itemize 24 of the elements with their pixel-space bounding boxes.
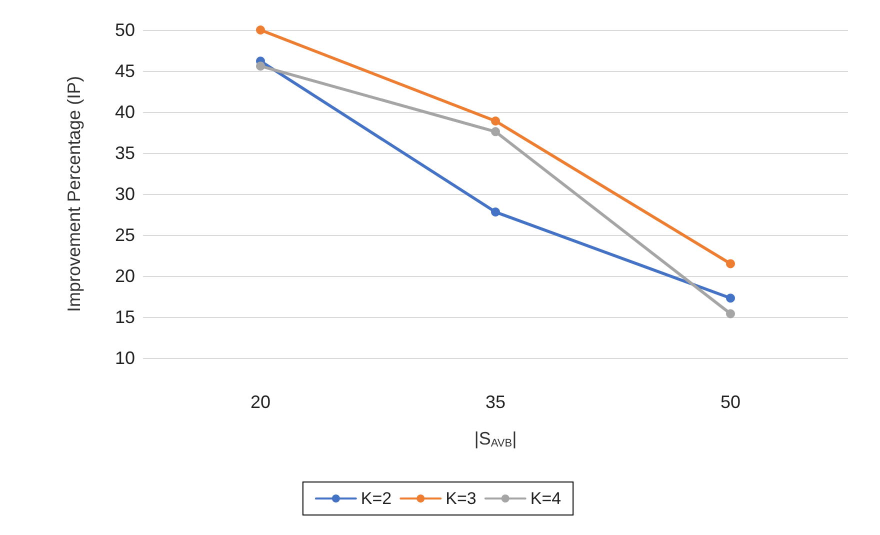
- y-tick-label: 25: [114, 225, 135, 245]
- x-tick-label: 35: [485, 392, 506, 412]
- point: [256, 26, 265, 34]
- y-tick-label: 40: [114, 102, 135, 122]
- y-tick-label: 35: [114, 143, 135, 163]
- point: [726, 259, 735, 268]
- y-axis-title: Improvement Percentage (IP): [64, 76, 84, 312]
- legend-label: K=2: [360, 489, 392, 508]
- y-tick-label: 50: [114, 20, 135, 40]
- x-tick-label: 50: [720, 392, 741, 412]
- point: [726, 294, 735, 303]
- point: [491, 127, 500, 136]
- legend-label: K=3: [446, 489, 476, 508]
- y-tick-label: 20: [114, 266, 135, 286]
- legend-label: K=4: [530, 489, 562, 508]
- point: [726, 309, 735, 318]
- y-tick-label: 15: [114, 307, 135, 327]
- y-tick-label: 10: [114, 348, 135, 368]
- point: [491, 116, 500, 126]
- y-tick-label: 30: [114, 184, 135, 204]
- point: [491, 208, 500, 217]
- point: [256, 62, 265, 71]
- y-tick-label: 45: [114, 61, 135, 81]
- x-tick-label: 20: [250, 392, 271, 412]
